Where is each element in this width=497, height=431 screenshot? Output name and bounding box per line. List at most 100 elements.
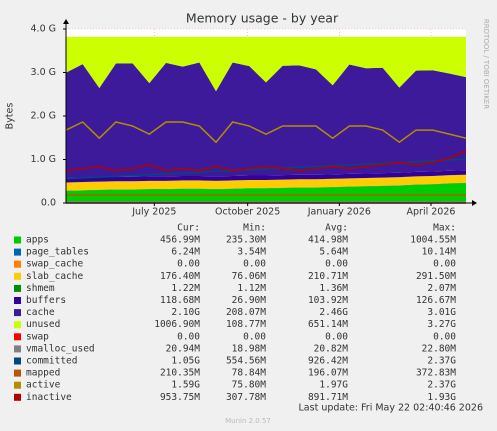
chart-title: Memory usage - by year: [186, 11, 339, 26]
legend-stat: 103.92M: [308, 295, 348, 306]
legend-label: inactive: [26, 392, 72, 403]
legend-header: Max:: [433, 223, 456, 234]
legend-stat: 0.00: [325, 331, 348, 342]
x-tick-label: July 2025: [131, 207, 176, 218]
legend-stat: 20.82M: [314, 343, 349, 354]
axis-arrow: [63, 19, 69, 24]
legend-stat: 291.50M: [416, 271, 456, 282]
footer: Last update: Fri May 22 02:40:46 2026: [299, 403, 483, 414]
area: [66, 36, 466, 92]
legend-stat: 414.98M: [308, 235, 348, 246]
legend-stat: 210.35M: [160, 368, 200, 379]
legend-stat: 554.56M: [226, 356, 266, 367]
x-tick-label: April 2026: [407, 207, 456, 218]
side-note: RRDTOOL / TOBI OETIKER: [482, 19, 490, 109]
area: [66, 174, 466, 191]
version: Munin 2.0.57: [225, 417, 271, 425]
line: [65, 149, 467, 172]
legend-stat: 0.00: [243, 259, 266, 270]
legend-stat: 118.68M: [160, 295, 200, 306]
legend-label: page_tables: [26, 247, 89, 258]
y-tick-label: 0.0: [41, 198, 56, 209]
legend-stat: 2.07M: [427, 283, 456, 294]
legend-swatch: [14, 321, 21, 329]
legend-stat: 0.00: [325, 259, 348, 270]
legend-stat: 0.00: [177, 331, 200, 342]
legend-stat: 651.14M: [308, 319, 348, 330]
legend-stat: 926.42M: [308, 356, 348, 367]
legend-label: slab_cache: [26, 271, 83, 282]
x-tick-label: January 2026: [307, 207, 371, 218]
legend-header: Cur:: [177, 223, 200, 234]
legend-stat: 1004.55M: [410, 235, 456, 246]
legend-stat: 176.40M: [160, 271, 200, 282]
legend-stat: 1.93G: [427, 392, 456, 403]
legend-label: swap: [26, 331, 49, 342]
legend-label: vmalloc_used: [26, 343, 95, 354]
legend-swatch: [14, 236, 21, 244]
area: [66, 183, 466, 203]
legend-swatch: [14, 381, 21, 389]
legend-stat: 75.80M: [232, 380, 267, 391]
legend-swatch: [14, 393, 21, 401]
legend-stat: 210.71M: [308, 271, 348, 282]
legend-stat: 307.78M: [226, 392, 266, 403]
y-axis-label: Bytes: [5, 103, 16, 130]
legend-stat: 953.75M: [160, 392, 200, 403]
legend-stat: 208.07M: [226, 307, 266, 318]
x-tick-label: October 2025: [215, 207, 280, 218]
legend-stat: 235.30M: [226, 235, 266, 246]
legend-header: Avg:: [325, 223, 348, 234]
legend-stat: 1.36M: [319, 283, 348, 294]
legend-stat: 1.59G: [171, 380, 200, 391]
area: [66, 170, 466, 183]
area: [66, 62, 466, 178]
legend-swatch: [14, 272, 21, 280]
y-tick-label: 1.0 G: [31, 154, 57, 165]
legend-stat: 108.77M: [226, 319, 266, 330]
legend-stat: 2.37G: [427, 380, 456, 391]
legend-label: unused: [26, 319, 60, 330]
legend-stat: 891.71M: [308, 392, 348, 403]
legend-label: buffers: [26, 295, 66, 306]
axis-arrow: [472, 200, 477, 206]
legend-label: swap_cache: [26, 259, 83, 270]
legend-stat: 1.12M: [237, 283, 266, 294]
legend-label: committed: [26, 356, 77, 367]
legend-label: shmem: [26, 283, 55, 294]
legend-stat: 78.84M: [232, 368, 267, 379]
legend-stat: 1.22M: [171, 283, 200, 294]
legend-swatch: [14, 284, 21, 292]
legend-stat: 2.37G: [427, 356, 456, 367]
legend-stat: 3.27G: [427, 319, 456, 330]
legend-stat: 1.05G: [171, 356, 200, 367]
legend-stat: 0.00: [177, 259, 200, 270]
legend-swatch: [14, 345, 21, 353]
legend-header: Min:: [243, 223, 266, 234]
legend-label: mapped: [26, 368, 60, 379]
legend-stat: 3.54M: [237, 247, 266, 258]
legend-stat: 0.00: [433, 259, 456, 270]
legend-swatch: [14, 333, 21, 341]
legend-stat: 6.24M: [171, 247, 200, 258]
legend-stat: 1006.90M: [154, 319, 200, 330]
legend-stat: 0.00: [433, 331, 456, 342]
legend-swatch: [14, 357, 21, 365]
legend-stat: 2.46G: [319, 307, 348, 318]
legend-stat: 76.06M: [232, 271, 267, 282]
legend-swatch: [14, 260, 21, 268]
legend-stat: 26.90M: [232, 295, 267, 306]
legend-stat: 372.83M: [416, 368, 456, 379]
legend-swatch: [14, 369, 21, 377]
y-tick-label: 2.0 G: [31, 111, 57, 122]
y-tick-label: 4.0 G: [31, 24, 57, 35]
legend-stat: 2.10G: [171, 307, 200, 318]
legend-stat: 126.67M: [416, 295, 456, 306]
legend-stat: 456.99M: [160, 235, 200, 246]
legend-swatch: [14, 297, 21, 304]
legend-stat: 18.98M: [232, 343, 267, 354]
legend-swatch: [14, 248, 21, 256]
legend-stat: 3.01G: [427, 307, 456, 318]
